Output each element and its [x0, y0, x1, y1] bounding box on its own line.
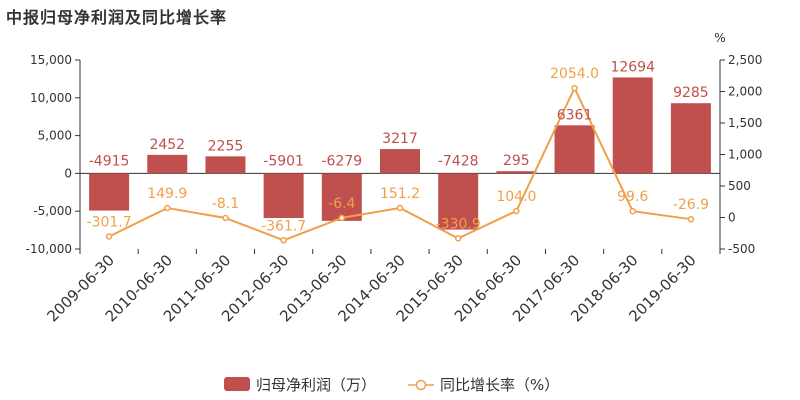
- line-data-label: -26.9: [673, 197, 709, 213]
- y-right-tick-label: 2,000: [728, 85, 762, 99]
- line-data-label: -6.4: [328, 196, 355, 212]
- bar: [380, 149, 420, 174]
- y-right-tick-label: 1,000: [728, 148, 762, 162]
- y-left-tick-label: 10,000: [30, 91, 72, 105]
- bar: [263, 173, 304, 219]
- growth-point: [164, 204, 171, 212]
- growth-point: [280, 237, 287, 244]
- y-right-tick-label: 500: [728, 179, 751, 193]
- y-left-tick-label: -5,000: [33, 204, 72, 218]
- growth-point: [105, 233, 113, 240]
- legend-line-label: 同比增长率（%）: [440, 376, 559, 394]
- bar-data-label: -7428: [438, 153, 479, 169]
- growth-point: [513, 207, 520, 215]
- bar-data-label: 9285: [673, 85, 709, 101]
- y-left-tick-label: 0: [64, 166, 72, 180]
- y-left-tick-label: -10,000: [26, 242, 72, 256]
- bar-data-label: -5901: [263, 153, 304, 169]
- bar-data-label: -6279: [321, 153, 362, 169]
- y-right-unit-label: %: [714, 31, 725, 45]
- bar: [670, 103, 711, 174]
- y-right-tick-label: -500: [728, 242, 755, 256]
- growth-point: [222, 214, 229, 222]
- growth-point: [396, 204, 404, 212]
- bar: [438, 173, 479, 230]
- y-left-tick-label: 15,000: [30, 53, 72, 67]
- bar-data-label: 2452: [149, 137, 185, 153]
- bar: [89, 173, 130, 211]
- growth-point: [629, 207, 636, 215]
- line-data-label: -361.7: [261, 218, 306, 234]
- growth-point: [454, 235, 462, 242]
- bar-data-label: 12694: [610, 59, 655, 75]
- bar: [205, 156, 246, 174]
- bar-data-label: 3217: [382, 131, 418, 147]
- bar-data-label: 2255: [208, 138, 244, 154]
- legend-bar-label: 归母净利润（万）: [256, 376, 376, 394]
- growth-point: [571, 84, 578, 92]
- line-data-label: 149.9: [147, 186, 187, 202]
- bar: [612, 77, 653, 174]
- legend-bar-swatch: [224, 377, 250, 391]
- bar: [321, 173, 362, 221]
- y-left-tick-label: 5,000: [38, 129, 72, 143]
- bar: [147, 154, 188, 174]
- line-data-label: 151.2: [380, 186, 420, 202]
- line-data-label: -301.7: [87, 215, 132, 231]
- bar: [554, 125, 595, 174]
- y-right-tick-label: 0: [728, 211, 736, 225]
- y-right-tick-label: 1,500: [728, 116, 762, 130]
- line-data-label: 104.0: [496, 189, 536, 205]
- y-right-tick-label: 2,500: [728, 53, 762, 67]
- line-data-label: -8.1: [212, 196, 239, 212]
- bar-data-label: -4915: [89, 153, 130, 169]
- bar-data-label: 6361: [557, 107, 593, 123]
- line-data-label: -330.9: [436, 216, 481, 232]
- bar-data-label: 295: [503, 153, 530, 169]
- growth-point: [338, 214, 346, 222]
- bar: [496, 171, 537, 174]
- line-data-label: 99.6: [617, 189, 648, 205]
- growth-point: [687, 215, 695, 223]
- legend-line-marker: [415, 379, 427, 391]
- line-data-label: 2054.0: [550, 66, 599, 82]
- chart-title: 中报归母净利润及同比增长率: [6, 8, 228, 27]
